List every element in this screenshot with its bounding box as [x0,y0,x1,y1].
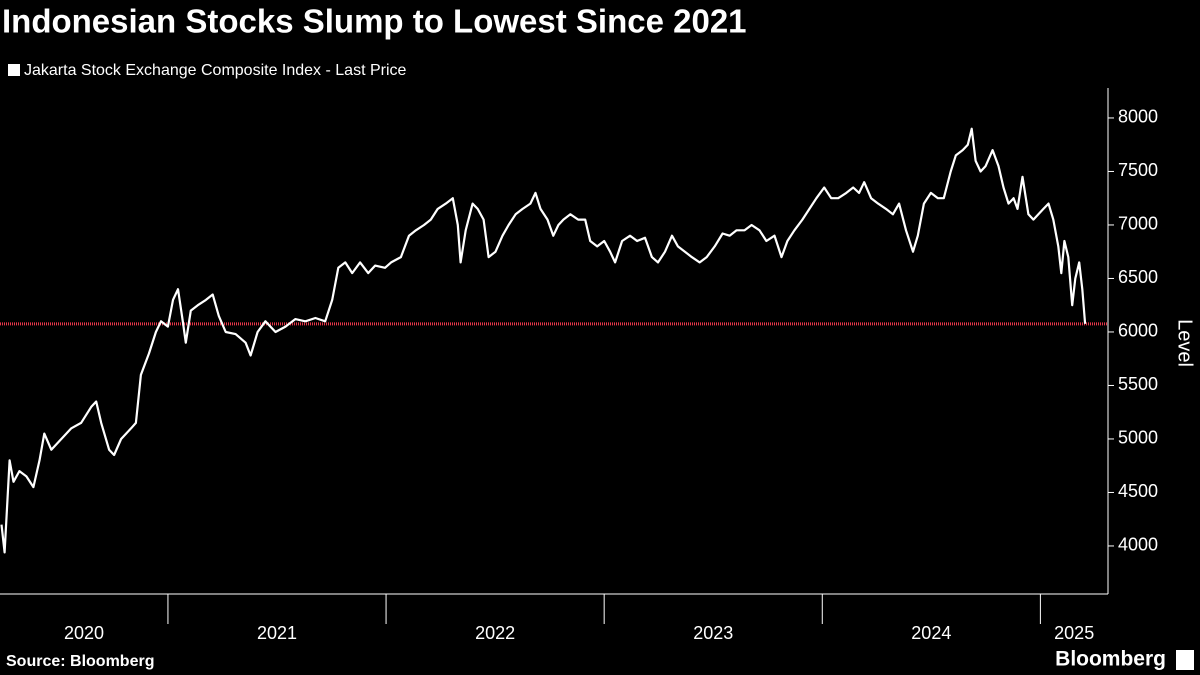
x-tick-label: 2023 [693,623,733,643]
x-tick-label: 2022 [475,623,515,643]
y-tick-label: 7000 [1118,214,1158,234]
chart-title: Indonesian Stocks Slump to Lowest Since … [2,3,747,40]
x-tick-label: 2020 [64,623,104,643]
y-tick-label: 8000 [1118,107,1158,127]
y-tick-label: 6500 [1118,267,1158,287]
y-tick-label: 5500 [1118,374,1158,394]
y-tick-label: 4500 [1118,481,1158,501]
x-tick-label: 2025 [1054,623,1094,643]
brand: Bloomberg [1055,648,1166,671]
y-tick-label: 5000 [1118,428,1158,448]
brand-icon [1176,650,1194,670]
x-tick-label: 2021 [257,623,297,643]
x-tick-label: 2024 [911,623,951,643]
y-tick-label: 4000 [1118,535,1158,555]
legend-swatch [8,64,20,76]
line-series [0,127,1087,554]
y-tick-label: 7500 [1118,160,1158,180]
source: Source: Bloomberg [6,653,154,670]
y-axis-label: Level [1174,319,1196,367]
y-tick-label: 6000 [1118,321,1158,341]
legend-label: Jakarta Stock Exchange Composite Index -… [24,62,407,79]
